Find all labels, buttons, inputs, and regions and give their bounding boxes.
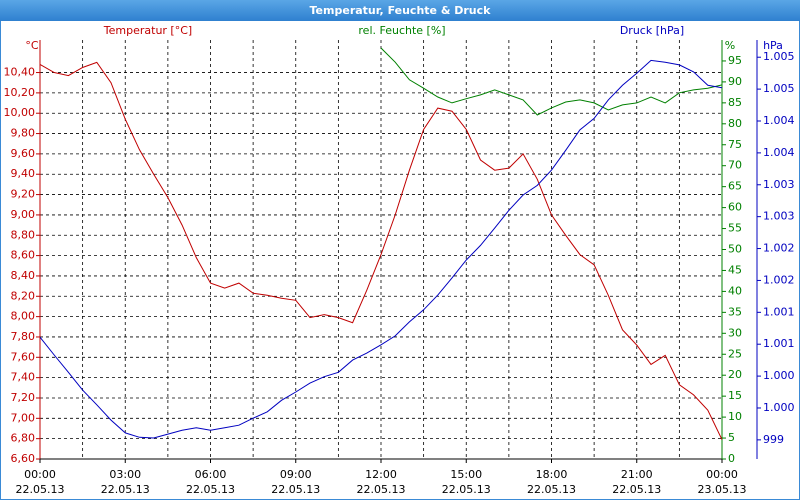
y2-tick-label: 70 bbox=[728, 159, 742, 172]
y-tick-label: 7,00 bbox=[11, 411, 36, 424]
y3-tick-label: 1.002 bbox=[763, 273, 795, 286]
x-tick-label: 09:00 bbox=[280, 468, 312, 481]
y2-tick-label: 95 bbox=[728, 54, 742, 67]
y3-tick-label: 1.004 bbox=[763, 146, 795, 159]
y2-tick-label: 85 bbox=[728, 96, 742, 109]
y2-tick-label: 90 bbox=[728, 75, 742, 88]
y2-tick-label: 0 bbox=[728, 452, 735, 465]
x-tick-label: 03:00 bbox=[109, 468, 141, 481]
y-tick-label: 9,40 bbox=[11, 167, 36, 180]
x-tick-label: 18:00 bbox=[536, 468, 568, 481]
y-tick-label: 8,40 bbox=[11, 269, 36, 282]
y3-tick-label: 1.002 bbox=[763, 242, 795, 255]
y-tick-label: 9,20 bbox=[11, 188, 36, 201]
title-bar bbox=[0, 0, 800, 21]
y2-tick-label: 80 bbox=[728, 117, 742, 130]
y3-tick-label: 1.005 bbox=[763, 82, 795, 95]
y-tick-label: 8,80 bbox=[11, 228, 36, 241]
y3-tick-label: 1.000 bbox=[763, 369, 795, 382]
y2-tick-label: 25 bbox=[728, 347, 742, 360]
x-tick-date: 22.05.13 bbox=[357, 483, 406, 496]
y-tick-label: 7,60 bbox=[11, 350, 36, 363]
y2-tick-label: 35 bbox=[728, 305, 742, 318]
y-tick-label: 7,40 bbox=[11, 371, 36, 384]
y-tick-label: 9,80 bbox=[11, 127, 36, 140]
y-tick-label: 6,60 bbox=[11, 452, 36, 465]
y3-tick-label: 1.000 bbox=[763, 401, 795, 414]
y-tick-label: 10,20 bbox=[4, 86, 36, 99]
x-tick-label: 00:00 bbox=[706, 468, 738, 481]
x-tick-date: 22.05.13 bbox=[612, 483, 661, 496]
y2-tick-label: 50 bbox=[728, 243, 742, 256]
x-tick-label: 12:00 bbox=[365, 468, 397, 481]
x-tick-date: 22.05.13 bbox=[16, 483, 65, 496]
y2-tick-label: 20 bbox=[728, 368, 742, 381]
x-tick-label: 15:00 bbox=[450, 468, 482, 481]
y-tick-label: 8,60 bbox=[11, 249, 36, 262]
x-tick-date: 23.05.13 bbox=[698, 483, 747, 496]
y3-tick-label: 1.001 bbox=[763, 337, 795, 350]
y-tick-label: 9,00 bbox=[11, 208, 36, 221]
x-tick-label: 06:00 bbox=[195, 468, 227, 481]
y3-tick-label: 1.003 bbox=[763, 178, 795, 191]
y2-tick-label: 5 bbox=[728, 431, 735, 444]
y2-axis-unit: % bbox=[725, 39, 735, 52]
y3-tick-label: 1.003 bbox=[763, 210, 795, 223]
y-tick-label: 7,80 bbox=[11, 330, 36, 343]
y2-tick-label: 60 bbox=[728, 201, 742, 214]
legend-label: Temperatur [°C] bbox=[103, 24, 192, 37]
y2-tick-label: 15 bbox=[728, 389, 742, 402]
data-line bbox=[380, 47, 722, 116]
y-tick-label: 9,60 bbox=[11, 147, 36, 160]
legend-label: Druck [hPa] bbox=[620, 24, 684, 37]
y3-axis-unit: hPa bbox=[763, 39, 783, 52]
y2-tick-label: 10 bbox=[728, 410, 742, 423]
data-line bbox=[40, 59, 722, 439]
y3-tick-label: 1.005 bbox=[763, 50, 795, 63]
x-tick-label: 21:00 bbox=[621, 468, 653, 481]
x-tick-date: 22.05.13 bbox=[186, 483, 235, 496]
y3-tick-label: 1.001 bbox=[763, 305, 795, 318]
x-tick-date: 22.05.13 bbox=[101, 483, 150, 496]
y2-tick-label: 75 bbox=[728, 138, 742, 151]
y2-tick-label: 55 bbox=[728, 222, 742, 235]
y-tick-label: 7,20 bbox=[11, 391, 36, 404]
y-tick-label: 8,20 bbox=[11, 289, 36, 302]
x-tick-label: 00:00 bbox=[24, 468, 56, 481]
y2-tick-label: 45 bbox=[728, 263, 742, 276]
x-tick-date: 22.05.13 bbox=[527, 483, 576, 496]
y2-tick-label: 30 bbox=[728, 326, 742, 339]
y-tick-label: 10,40 bbox=[4, 66, 36, 79]
y-tick-label: 10,00 bbox=[4, 106, 36, 119]
y-tick-label: 8,00 bbox=[11, 310, 36, 323]
data-line bbox=[40, 61, 722, 440]
y3-tick-label: 1.004 bbox=[763, 114, 795, 127]
y2-tick-label: 40 bbox=[728, 284, 742, 297]
y-tick-label: 6,80 bbox=[11, 432, 36, 445]
legend-label: rel. Feuchte [%] bbox=[358, 24, 445, 37]
y3-tick-label: 999 bbox=[763, 433, 784, 446]
chart-title: Temperatur, Feuchte & Druck bbox=[310, 4, 492, 17]
y2-tick-label: 65 bbox=[728, 180, 742, 193]
x-tick-date: 22.05.13 bbox=[271, 483, 320, 496]
x-tick-date: 22.05.13 bbox=[442, 483, 491, 496]
y-axis-unit: °C bbox=[25, 39, 39, 52]
